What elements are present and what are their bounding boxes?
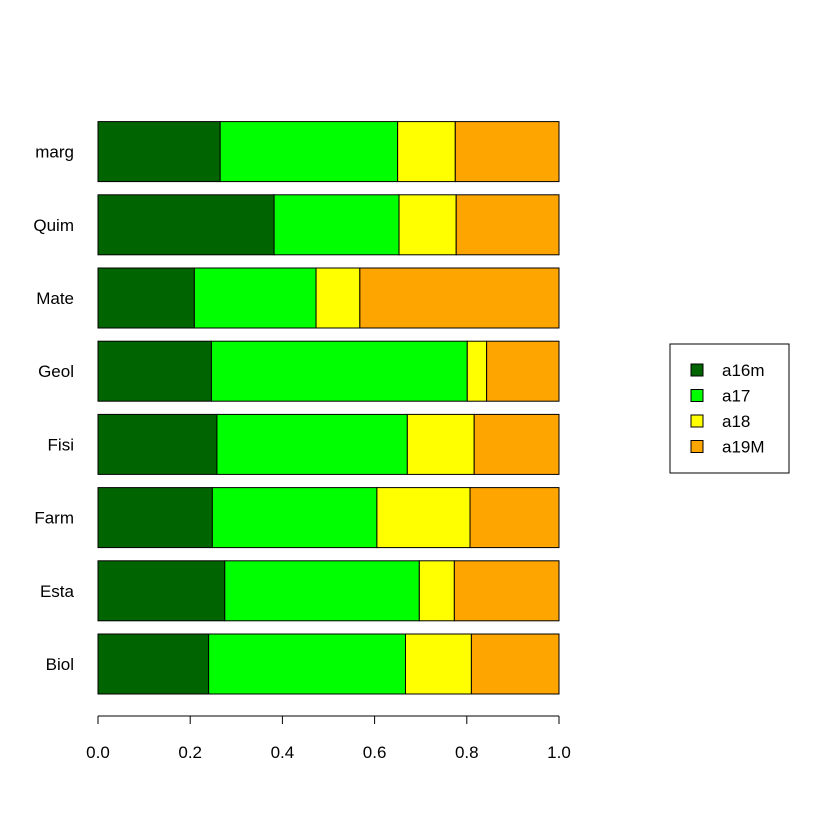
x-tick-label: 0.4 (271, 743, 295, 762)
bar-marg-a18 (397, 121, 456, 183)
legend-label-a16m: a16m (722, 361, 765, 380)
bar-fisi-a17 (216, 413, 408, 475)
bar-mate-a16m (97, 267, 195, 329)
bar-biol-a18 (404, 633, 472, 695)
bar-marg-a17 (219, 121, 399, 183)
bar-geol-a16m (97, 340, 212, 402)
bar-mate-a19m (359, 267, 560, 329)
bar-fisi-a16m (97, 413, 218, 475)
bar-quim-a16m (97, 194, 275, 256)
x-tick-label: 0.0 (86, 743, 110, 762)
legend-swatch-a18 (690, 414, 704, 428)
legend-swatch-a17 (690, 389, 704, 402)
category-label-geol: Geol (38, 362, 74, 381)
category-label-fisi: Fisi (48, 435, 74, 454)
category-label-mate: Mate (36, 289, 74, 308)
bars-group (97, 121, 560, 695)
legend-label-a19m: a19M (722, 438, 765, 457)
category-label-biol: Biol (46, 655, 74, 674)
bar-esta-a17 (224, 560, 420, 622)
bar-geol-a18 (466, 340, 488, 402)
legend-swatch-a19m (690, 440, 704, 453)
x-tick-label: 0.6 (363, 743, 387, 762)
bar-farm-a19m (469, 487, 560, 549)
category-labels: Biol Esta Farm Fisi Geol Mate Quim marg (33, 143, 74, 674)
bar-quim-a18 (398, 194, 457, 256)
bar-biol-a17 (208, 633, 406, 695)
bar-quim-a17 (273, 194, 400, 256)
category-label-esta: Esta (40, 582, 75, 601)
legend-label-a18: a18 (722, 412, 750, 431)
bar-mate-a17 (193, 267, 317, 329)
legend-swatch-a16m (690, 363, 704, 377)
bar-farm-a18 (376, 487, 471, 549)
bar-biol-a19m (470, 633, 560, 695)
bar-farm-a16m (97, 487, 213, 549)
x-tick-label: 0.2 (178, 743, 202, 762)
bar-fisi-a18 (406, 413, 475, 475)
bar-farm-a17 (211, 487, 378, 549)
x-tick-label: 1.0 (547, 743, 571, 762)
bar-mate-a18 (315, 267, 361, 329)
bar-marg-a19m (454, 121, 560, 183)
legend: a16m a17 a18 a19M (669, 343, 790, 474)
bar-geol-a17 (210, 340, 468, 402)
legend-label-a17: a17 (722, 387, 750, 406)
bar-esta-a18 (418, 560, 455, 622)
bar-esta-a19m (453, 560, 560, 622)
bar-esta-a16m (97, 560, 226, 622)
bar-fisi-a19m (473, 413, 560, 475)
bar-quim-a19m (455, 194, 560, 256)
x-tick-label: 0.8 (455, 743, 479, 762)
category-label-farm: Farm (34, 509, 74, 528)
bar-marg-a16m (97, 121, 221, 183)
bar-biol-a16m (97, 633, 210, 695)
bar-geol-a19m (486, 340, 560, 402)
x-axis: 0.0 0.2 0.4 0.6 0.8 1.0 (86, 715, 571, 762)
category-label-marg: marg (35, 143, 74, 162)
category-label-quim: Quim (33, 216, 74, 235)
legend-box (669, 343, 790, 474)
